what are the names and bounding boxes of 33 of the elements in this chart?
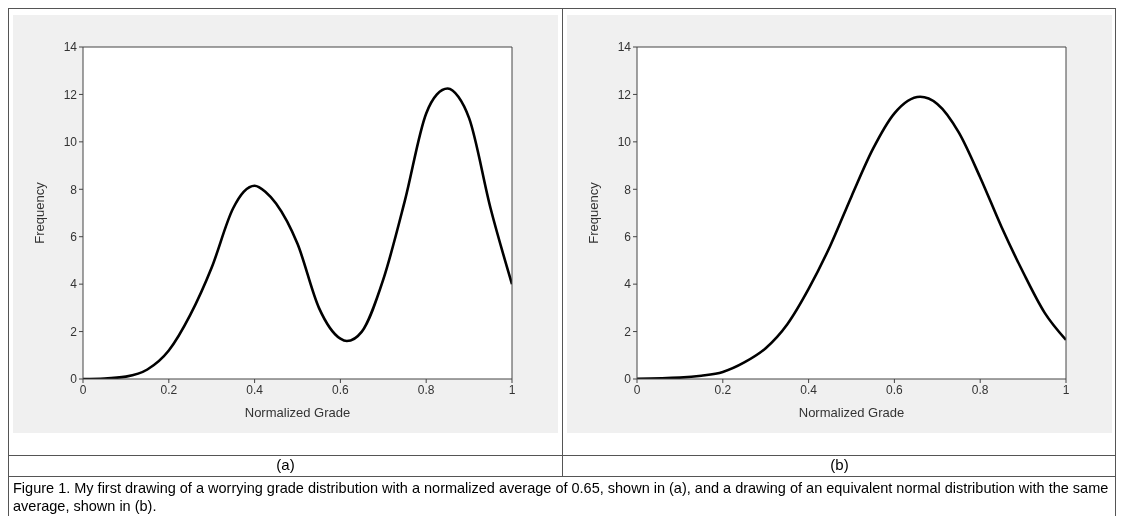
y-tick-label: 4: [624, 277, 632, 292]
x-tick-label: 0.8: [417, 382, 435, 397]
y-tick-label: 8: [70, 182, 78, 197]
x-axis-title: Normalized Grade: [244, 405, 351, 420]
x-tick-label: 0.6: [332, 382, 350, 397]
x-tick-label: 0.2: [714, 382, 732, 397]
x-axis-title: Normalized Grade: [798, 405, 905, 420]
y-axis-title: Frequency: [585, 181, 601, 244]
text: (b): [563, 455, 1116, 476]
y-tick-label: 4: [70, 277, 78, 292]
y-axis-title: Frequency: [31, 181, 47, 244]
x-tick-label: 1: [1062, 382, 1070, 397]
y-tick-label: 6: [624, 229, 632, 244]
text: (a): [9, 455, 562, 476]
y-tick-label: 12: [63, 87, 78, 102]
x-tick-label: 0.6: [886, 382, 904, 397]
y-tick-label: 2: [70, 324, 78, 339]
y-tick-label: 0: [70, 372, 78, 387]
x-tick-label: 0.2: [160, 382, 178, 397]
y-tick-label: 10: [63, 135, 78, 150]
x-tick-label: 0.8: [971, 382, 989, 397]
y-tick-label: 6: [70, 229, 78, 244]
y-tick-label: 14: [617, 40, 632, 55]
y-tick-label: 10: [617, 135, 632, 150]
caption: Figure 1. My first drawing of a worrying grade distribution with a normalized average of 0.65, shown in (a), and a drawing of an equivalent normal distribution with the same average, shown in (b).: [9, 476, 1115, 516]
y-tick-label: 0: [624, 372, 632, 387]
x-tick-label: 0.4: [246, 382, 264, 397]
y-tick-label: 14: [63, 40, 78, 55]
x-tick-label: 1: [508, 382, 516, 397]
x-tick-label: 0.4: [800, 382, 818, 397]
y-tick-label: 2: [624, 324, 632, 339]
y-tick-label: 12: [617, 87, 632, 102]
y-tick-label: 8: [624, 182, 632, 197]
